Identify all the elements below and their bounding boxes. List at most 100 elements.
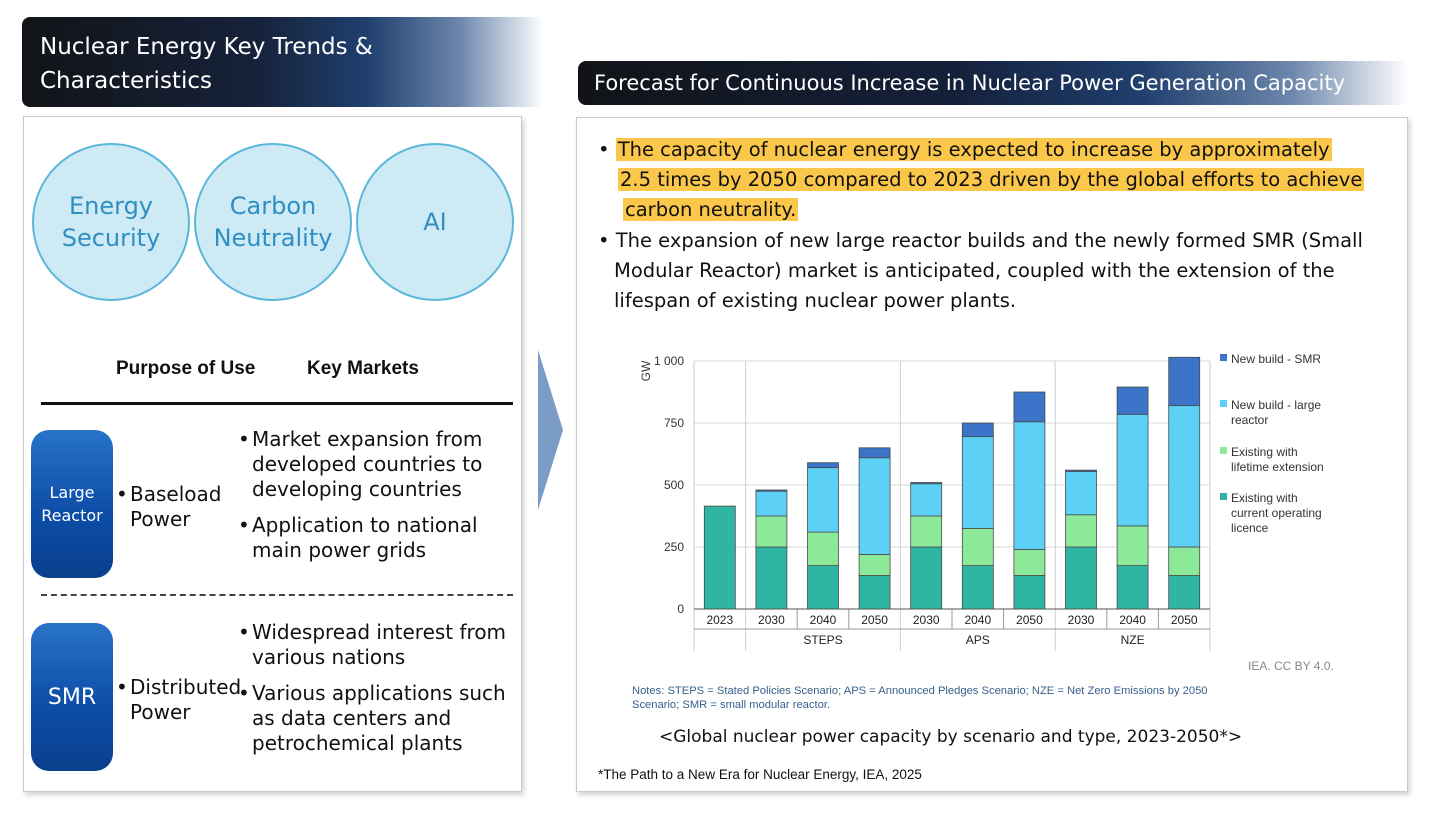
bullet-2-line3: lifespan of existing nuclear power plant… — [614, 289, 1017, 312]
y-tick-label: 250 — [664, 540, 684, 554]
bar-segment — [858, 447, 891, 459]
bar-segment — [1168, 575, 1201, 610]
bar-segment — [1013, 391, 1046, 423]
bar-segment — [807, 531, 839, 566]
legend-label: New build - SMR — [1231, 352, 1321, 366]
bar-segment — [1065, 514, 1097, 548]
legend-swatch — [1220, 493, 1227, 500]
y-tick-label: 0 — [677, 602, 684, 616]
x-tick-label: 2040 — [1119, 613, 1146, 627]
market-line: developed countries to — [252, 452, 483, 476]
left-section-title: Nuclear Energy Key Trends & Characterist… — [22, 17, 544, 107]
circle-label: Security — [61, 224, 161, 252]
y-tick-label: 500 — [664, 478, 684, 492]
notes-line: Scenario; SMR = small modular reactor. — [632, 699, 831, 711]
bar-segment — [1116, 413, 1149, 527]
row-divider — [41, 594, 513, 596]
smr-market-2: • Various applications such as data cent… — [238, 681, 506, 755]
arrow-right-icon — [538, 350, 563, 510]
bar-segment — [1168, 546, 1201, 576]
smr-purpose: • Distributed Power — [116, 675, 242, 724]
y-tick-label: 1 000 — [654, 354, 684, 368]
left-title-line2: Characteristics — [40, 68, 212, 94]
group-label: STEPS — [803, 633, 842, 647]
x-tick-label: 2050 — [1016, 613, 1043, 627]
x-tick-label: 2050 — [861, 613, 888, 627]
circle-label: AI — [423, 208, 447, 236]
bar-segment — [1065, 470, 1097, 516]
legend-swatch — [1220, 447, 1227, 454]
x-tick-label: 2030 — [758, 613, 785, 627]
bar-segment — [755, 546, 788, 610]
bar-segment — [807, 565, 839, 610]
y-axis-label: GW — [639, 360, 653, 381]
legend-label: New build - large — [1231, 398, 1321, 412]
legend-swatch — [1220, 354, 1227, 361]
bar-segment — [755, 490, 788, 517]
highlight: 2.5 times by 2050 compared to 2023 drive… — [618, 168, 1365, 191]
bar-segment — [910, 546, 943, 610]
circle-label: Carbon — [229, 192, 317, 220]
bar-segment — [858, 575, 891, 610]
x-tick-label: 2030 — [913, 613, 940, 627]
bar-segment — [1168, 405, 1201, 548]
column-header-markets: Key Markets — [307, 358, 419, 379]
group-label: APS — [966, 633, 990, 647]
bar-segment — [755, 515, 788, 548]
x-tick-label: 2040 — [810, 613, 837, 627]
bar-segment — [858, 457, 891, 555]
smr-market-1: • Widespread interest from various natio… — [238, 620, 507, 669]
bullet-1-line3: carbon neutrality. — [623, 198, 799, 221]
large-reactor-badge: Large Reactor — [31, 430, 113, 578]
bar-segment — [1065, 469, 1097, 472]
chart-credit: IEA. CC BY 4.0. — [1248, 659, 1334, 673]
bar-segment — [1116, 525, 1149, 566]
large-reactor-market-1: • Market expansion from developed countr… — [238, 427, 483, 501]
legend-swatch — [1220, 400, 1227, 407]
bar-segment — [1013, 575, 1046, 610]
market-line: Widespread interest from — [252, 620, 507, 644]
x-tick-label: 2023 — [706, 613, 733, 627]
chart-caption: <Global nuclear power capacity by scenar… — [659, 727, 1243, 747]
highlight: The capacity of nuclear energy is expect… — [615, 138, 1332, 161]
bar-segment — [910, 482, 943, 485]
market-line: as data centers and — [252, 706, 452, 730]
x-tick-label: 2040 — [964, 613, 991, 627]
bar-segment — [1065, 546, 1097, 610]
bar-segment — [1116, 386, 1149, 415]
bar-segment — [1013, 421, 1046, 550]
column-header-purpose: Purpose of Use — [116, 358, 256, 379]
header-divider — [41, 402, 513, 405]
badge-label: Large — [49, 483, 95, 502]
left-title-line1: Nuclear Energy Key Trends & — [40, 34, 373, 60]
market-line: Various applications such — [252, 681, 506, 705]
market-line: Market expansion from — [252, 427, 483, 451]
badge-label: Reactor — [41, 506, 103, 525]
bar-segment — [807, 462, 839, 469]
right-section-title: Forecast for Continuous Increase in Nucl… — [578, 61, 1408, 105]
bar-segment — [703, 505, 736, 610]
legend-label: reactor — [1231, 413, 1268, 427]
market-line: developing countries — [252, 477, 462, 501]
bullet-1-line2: 2.5 times by 2050 compared to 2023 drive… — [618, 168, 1365, 191]
bar-segment — [910, 515, 943, 548]
circle-energy-security: Energy Security — [32, 143, 190, 301]
market-line: main power grids — [252, 538, 427, 562]
market-line: Application to national — [252, 513, 478, 537]
bullet-2-line1: • The expansion of new large reactor bui… — [598, 229, 1363, 252]
circle-label: Neutrality — [213, 224, 333, 252]
bar-segment — [961, 565, 994, 610]
x-tick-label: 2050 — [1171, 613, 1198, 627]
notes-line: Notes: STEPS = Stated Policies Scenario;… — [632, 685, 1208, 697]
market-line: various nations — [252, 645, 406, 669]
bar-segment — [961, 422, 994, 438]
circle-label: Energy — [68, 192, 154, 220]
bar-segment — [1168, 356, 1201, 407]
bar-segment — [961, 436, 994, 529]
bar-segment — [858, 554, 891, 576]
bullet-2-line2: Modular Reactor) market is anticipated, … — [614, 259, 1335, 282]
bar-segment — [1013, 549, 1046, 576]
chart-notes: Notes: STEPS = Stated Policies Scenario;… — [632, 684, 1208, 712]
purpose-line: Baseload — [130, 482, 222, 506]
